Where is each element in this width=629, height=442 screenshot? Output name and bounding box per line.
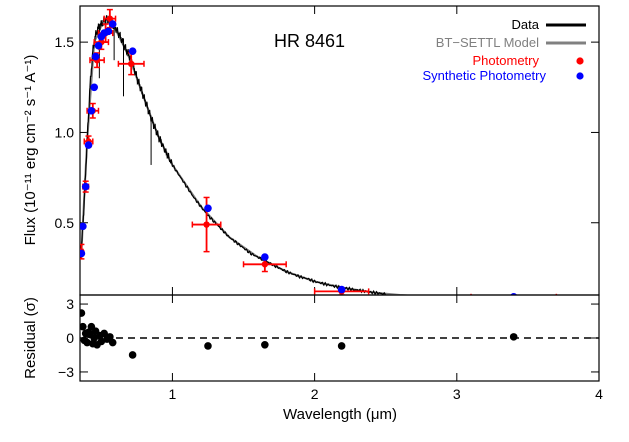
residual-x-ticks: 1 2 3 4: [169, 295, 603, 402]
synthetic-photometry-point: [510, 293, 518, 295]
residual-point: [97, 337, 106, 346]
legend-swatch-photometry: [576, 57, 584, 65]
residual-point: [106, 333, 114, 341]
legend-label-photometry: Photometry: [473, 53, 540, 68]
synthetic-photometry-point: [80, 249, 86, 258]
flux-y-tick-label: 1.5: [55, 34, 75, 50]
x-tick-label: 1: [169, 386, 177, 402]
residual-points: [80, 309, 518, 359]
flux-panel: 0.5 1.0 1.5 HR 8461 Data BT−SETTL Model Ph…: [22, 5, 600, 296]
photometry-point: [127, 60, 135, 67]
residual-point: [128, 351, 137, 359]
residual-point: [509, 333, 518, 341]
x-tick-label: 2: [311, 386, 319, 402]
residual-point: [337, 342, 346, 350]
residual-y-tick-label: 3: [66, 296, 74, 312]
chart-title: HR 8461: [274, 31, 345, 51]
residual-y-axis-label: Residual (σ): [22, 297, 39, 379]
photometry-point: [106, 15, 114, 22]
data-series: [80, 15, 386, 295]
synthetic-photometry-point: [87, 106, 96, 115]
synthetic-photometry-point: [91, 52, 100, 61]
synthetic-photometry-point: [81, 182, 90, 191]
flux-x-ticks: [171, 6, 600, 295]
x-tick-label: 3: [453, 386, 461, 402]
synthetic-photometry-point: [204, 204, 212, 213]
synthetic-photometry-point: [84, 141, 93, 149]
synthetic-photometry-series: [80, 20, 518, 295]
synthetic-photometry-point: [94, 41, 103, 50]
photometry-point: [261, 261, 269, 268]
residual-point: [80, 309, 86, 317]
synthetic-photometry-point: [104, 27, 113, 36]
synthetic-photometry-point: [261, 253, 269, 261]
legend-swatch-synthetic: [576, 72, 584, 80]
synthetic-photometry-point: [128, 47, 137, 55]
synthetic-photometry-point: [337, 285, 346, 294]
residual-plot-area: [80, 309, 599, 359]
flux-plot-area: [80, 8, 558, 295]
x-axis-label: Wavelength (μm): [283, 406, 397, 423]
synthetic-photometry-point: [80, 222, 87, 231]
residual-point: [90, 334, 99, 342]
residual-point: [80, 322, 87, 331]
residual-panel: 3 0 −3 1 2 3 4 Residual (σ) Wavelength (μm): [22, 294, 603, 423]
residual-y-tick-label: −3: [58, 364, 74, 380]
residual-point: [100, 329, 108, 338]
legend-label-synthetic: Synthetic Photometry: [422, 68, 546, 83]
residual-point: [261, 340, 269, 349]
legend-label-model: BT−SETTL Model: [436, 35, 539, 50]
legend-label-data: Data: [512, 17, 540, 32]
photometry-point: [203, 221, 210, 228]
flux-y-ticks: 0.5 1.0 1.5: [55, 34, 599, 231]
residual-point: [83, 338, 91, 347]
flux-y-tick-label: 0.5: [55, 215, 75, 231]
x-tick-label: 4: [595, 386, 603, 402]
flux-y-axis-label: Flux (10⁻¹¹ erg cm⁻² s⁻¹ A⁻¹): [22, 55, 39, 246]
residual-y-tick-label: 0: [66, 330, 74, 346]
legend: Data BT−SETTL Model Photometry Synthetic…: [422, 17, 586, 83]
flux-y-tick-label: 1.0: [55, 124, 75, 140]
residual-point: [204, 342, 212, 350]
synthetic-photometry-point: [108, 20, 117, 28]
synthetic-photometry-point: [90, 83, 99, 92]
data-line: [80, 15, 386, 295]
residual-point: [108, 338, 117, 347]
